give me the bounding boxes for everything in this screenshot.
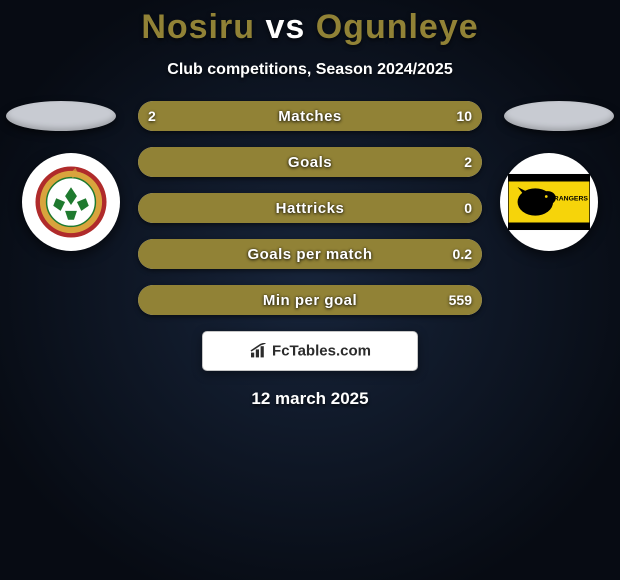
club-badge-right: RANGERS: [500, 153, 598, 251]
subtitle: Club competitions, Season 2024/2025: [0, 61, 620, 79]
stat-value-left: 2: [148, 101, 156, 131]
stat-row: Min per goal559: [0, 285, 620, 315]
stat-stage: RANGERS Matches210Goals2Hattricks0Goals …: [0, 101, 620, 315]
stat-label: Goals: [138, 147, 482, 177]
stat-label: Min per goal: [138, 285, 482, 315]
date-text: 12 march 2025: [0, 389, 620, 409]
crest-soccer-icon: [34, 165, 108, 239]
stat-bar: Min per goal559: [138, 285, 482, 315]
stat-value-right: 2: [464, 147, 472, 177]
stat-label: Matches: [138, 101, 482, 131]
bar-chart-icon: [249, 343, 269, 359]
brand-text: FcTables.com: [272, 342, 371, 359]
stat-value-right: 0.2: [453, 239, 472, 269]
vs-text: vs: [265, 8, 305, 46]
stat-bar: Hattricks0: [138, 193, 482, 223]
stat-value-right: 0: [464, 193, 472, 223]
stat-bar: Goals per match0.2: [138, 239, 482, 269]
stat-label: Goals per match: [138, 239, 482, 269]
stat-value-right: 10: [456, 101, 472, 131]
stat-bar: Matches2 10: [138, 101, 482, 131]
page-title: Nosiru vs Ogunleye: [0, 0, 620, 47]
brand-card: FcTables.com: [202, 331, 418, 371]
svg-text:RANGERS: RANGERS: [554, 196, 589, 203]
platform-oval-left: [6, 101, 116, 131]
panther-flag-icon: RANGERS: [508, 173, 590, 231]
stat-label: Hattricks: [138, 193, 482, 223]
stat-bar: Goals2: [138, 147, 482, 177]
stat-value-right: 559: [449, 285, 472, 315]
club-badge-left: [22, 153, 120, 251]
player-right-name: Ogunleye: [316, 8, 479, 46]
player-left-name: Nosiru: [141, 8, 255, 46]
platform-oval-right: [504, 101, 614, 131]
